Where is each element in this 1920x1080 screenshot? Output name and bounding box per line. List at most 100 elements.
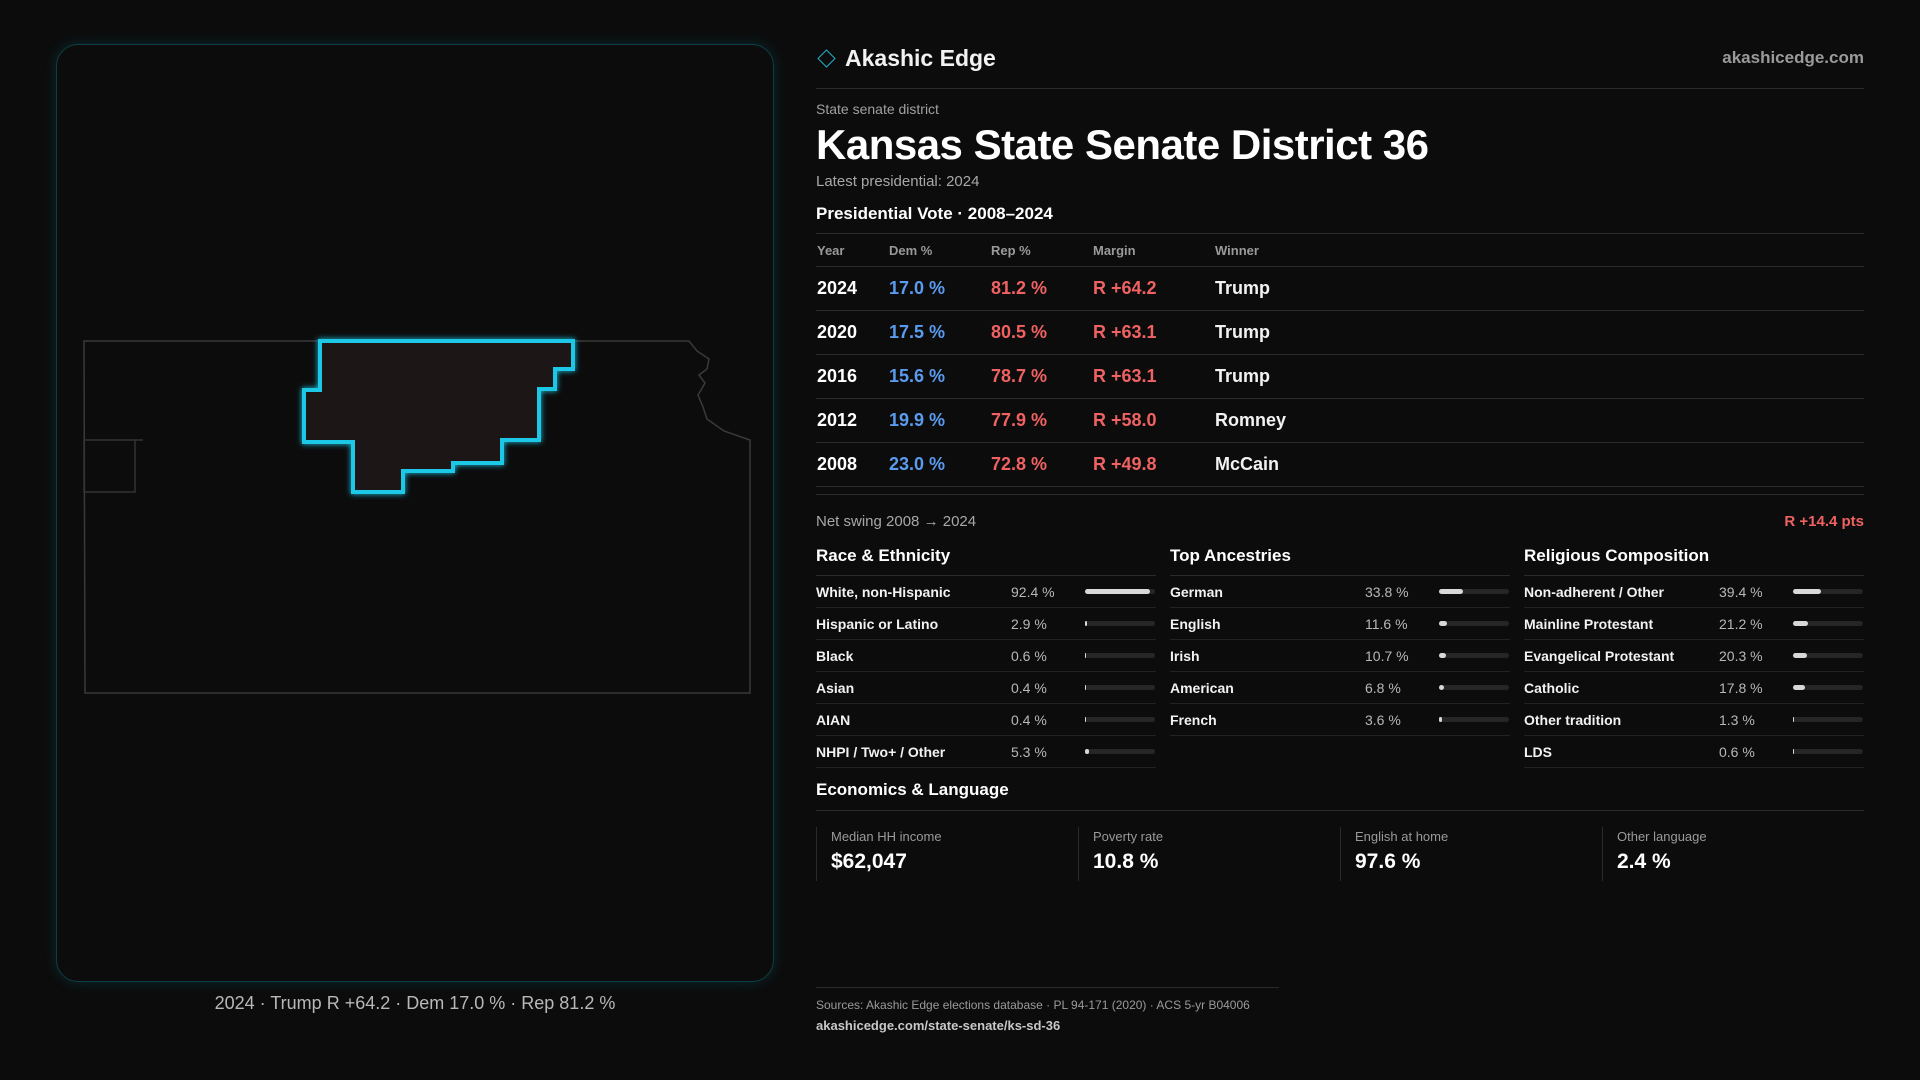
year-cell: 2008 bbox=[816, 442, 888, 487]
rep-cell: 81.2 % bbox=[990, 266, 1092, 311]
stat-percent: 0.6 % bbox=[1011, 647, 1047, 664]
race-list: White, non-Hispanic 92.4 % Hispanic or Lat… bbox=[816, 576, 1156, 768]
stat-percent: 20.3 % bbox=[1719, 647, 1763, 664]
source-url-link[interactable]: akashicedge.com/state-senate/ks-sd-36 bbox=[816, 1018, 1061, 1033]
demographics: Race & Ethnicity White, non-Hispanic 92.4… bbox=[816, 546, 1864, 768]
share-bar-fill bbox=[1439, 685, 1444, 690]
share-bar bbox=[1793, 621, 1863, 626]
stat-row: NHPI / Two+ / Other 5.3 % bbox=[816, 736, 1156, 768]
econ-stat: Poverty rate 10.8 % bbox=[1078, 827, 1340, 881]
share-bar-fill bbox=[1439, 589, 1463, 594]
stat-row: Evangelical Protestant 20.3 % bbox=[1524, 640, 1864, 672]
stat-name: Black bbox=[816, 647, 854, 664]
stat-name: White, non-Hispanic bbox=[816, 583, 951, 600]
econ-label: Poverty rate bbox=[1093, 829, 1164, 844]
share-bar-fill bbox=[1085, 717, 1087, 722]
margin-cell: R +63.1 bbox=[1092, 310, 1214, 355]
winner-cell: Trump bbox=[1214, 354, 1864, 399]
presidential-table: Year Dem % Rep % Margin Winner 2024 17.0… bbox=[816, 234, 1864, 487]
stat-row: French 3.6 % bbox=[1170, 704, 1510, 736]
share-bar-fill bbox=[1085, 621, 1088, 626]
stat-name: Mainline Protestant bbox=[1524, 615, 1654, 632]
econ-stat: Other language 2.4 % bbox=[1602, 827, 1864, 881]
share-bar-fill bbox=[1439, 621, 1448, 626]
brand[interactable]: Akashic Edge bbox=[816, 45, 996, 72]
econ-label: Other language bbox=[1617, 829, 1707, 844]
site-link[interactable]: akashicedge.com bbox=[1722, 48, 1864, 67]
econ-stat: Median HH income $62,047 bbox=[816, 827, 1078, 881]
econ-stat: English at home 97.6 % bbox=[1340, 827, 1602, 881]
dem-cell: 15.6 % bbox=[888, 354, 990, 399]
header-divider bbox=[816, 88, 1864, 89]
stat-percent: 10.7 % bbox=[1365, 647, 1409, 664]
district-36-shape[interactable] bbox=[302, 339, 575, 494]
col-header-winner: Winner bbox=[1214, 234, 1864, 267]
winner-cell: Trump bbox=[1214, 310, 1864, 355]
race-heading: Race & Ethnicity bbox=[816, 546, 1156, 576]
stat-name: English bbox=[1170, 615, 1221, 632]
swing-value: R +14.4 pts bbox=[1784, 513, 1864, 530]
stat-row: White, non-Hispanic 92.4 % bbox=[816, 576, 1156, 608]
stat-name: Other tradition bbox=[1524, 711, 1622, 728]
presidential-heading: Presidential Vote · 2008–2024 bbox=[816, 204, 1864, 234]
econ-label: English at home bbox=[1355, 829, 1449, 844]
stat-percent: 17.8 % bbox=[1719, 679, 1763, 696]
stat-name: American bbox=[1170, 679, 1234, 696]
share-bar-fill bbox=[1793, 589, 1821, 594]
stat-percent: 33.8 % bbox=[1365, 583, 1409, 600]
net-swing: Net swing 2008 → 2024 R +14.4 pts bbox=[816, 513, 1864, 530]
share-bar-fill bbox=[1439, 717, 1442, 722]
district-map[interactable] bbox=[57, 45, 775, 983]
stat-row: German 33.8 % bbox=[1170, 576, 1510, 608]
stat-name: NHPI / Two+ / Other bbox=[816, 743, 946, 760]
brand-name: Akashic Edge bbox=[845, 44, 996, 71]
sources: Sources: Akashic Edge elections database… bbox=[816, 987, 1279, 1033]
economics-heading: Economics & Language bbox=[816, 780, 1864, 811]
stat-row: Asian 0.4 % bbox=[816, 672, 1156, 704]
share-bar bbox=[1439, 653, 1509, 658]
stat-row: Hispanic or Latino 2.9 % bbox=[816, 608, 1156, 640]
stat-row: LDS 0.6 % bbox=[1524, 736, 1864, 768]
stat-name: Evangelical Protestant bbox=[1524, 647, 1675, 664]
share-bar bbox=[1085, 621, 1155, 626]
share-bar bbox=[1085, 589, 1155, 594]
stat-percent: 0.4 % bbox=[1011, 679, 1047, 696]
stat-name: German bbox=[1170, 583, 1223, 600]
share-bar-fill bbox=[1085, 685, 1087, 690]
rep-cell: 80.5 % bbox=[990, 310, 1092, 355]
race-column: Race & Ethnicity White, non-Hispanic 92.4… bbox=[816, 546, 1156, 768]
share-bar-fill bbox=[1439, 653, 1447, 658]
state-outline bbox=[83, 340, 751, 694]
stat-row: Catholic 17.8 % bbox=[1524, 672, 1864, 704]
share-bar bbox=[1085, 749, 1155, 754]
dem-cell: 17.5 % bbox=[888, 310, 990, 355]
economics-stats: Median HH income $62,047 Poverty rate 10… bbox=[816, 827, 1864, 881]
stat-name: French bbox=[1170, 711, 1217, 728]
stat-percent: 11.6 % bbox=[1365, 615, 1408, 632]
col-header-dem: Dem % bbox=[888, 234, 990, 267]
col-header-year: Year bbox=[816, 234, 888, 267]
detail-panel: Akashic Edge akashicedge.com State senat… bbox=[816, 44, 1864, 881]
econ-value: 97.6 % bbox=[1355, 850, 1421, 873]
latest-presidential: Latest presidential: 2024 bbox=[816, 173, 980, 190]
ancestry-column: Top Ancestries German 33.8 % English 11.6 %… bbox=[1170, 546, 1510, 768]
econ-value: 2.4 % bbox=[1617, 850, 1671, 873]
sources-text: Sources: Akashic Edge elections database… bbox=[816, 998, 1250, 1012]
stat-percent: 0.6 % bbox=[1719, 743, 1755, 760]
econ-value: $62,047 bbox=[831, 850, 907, 873]
table-row: 2012 19.9 % 77.9 % R +58.0 Romney bbox=[816, 398, 1864, 443]
stat-row: Non-adherent / Other 39.4 % bbox=[1524, 576, 1864, 608]
year-cell: 2020 bbox=[816, 310, 888, 355]
stat-row: American 6.8 % bbox=[1170, 672, 1510, 704]
share-bar bbox=[1793, 685, 1863, 690]
econ-label: Median HH income bbox=[831, 829, 942, 844]
share-bar bbox=[1793, 749, 1863, 754]
stat-row: English 11.6 % bbox=[1170, 608, 1510, 640]
stat-row: AIAN 0.4 % bbox=[816, 704, 1156, 736]
kicker: State senate district bbox=[816, 101, 939, 117]
share-bar-fill bbox=[1793, 749, 1795, 754]
share-bar-fill bbox=[1793, 717, 1795, 722]
dem-cell: 23.0 % bbox=[888, 442, 990, 487]
map-panel[interactable] bbox=[56, 44, 774, 982]
winner-cell: Romney bbox=[1214, 398, 1864, 443]
